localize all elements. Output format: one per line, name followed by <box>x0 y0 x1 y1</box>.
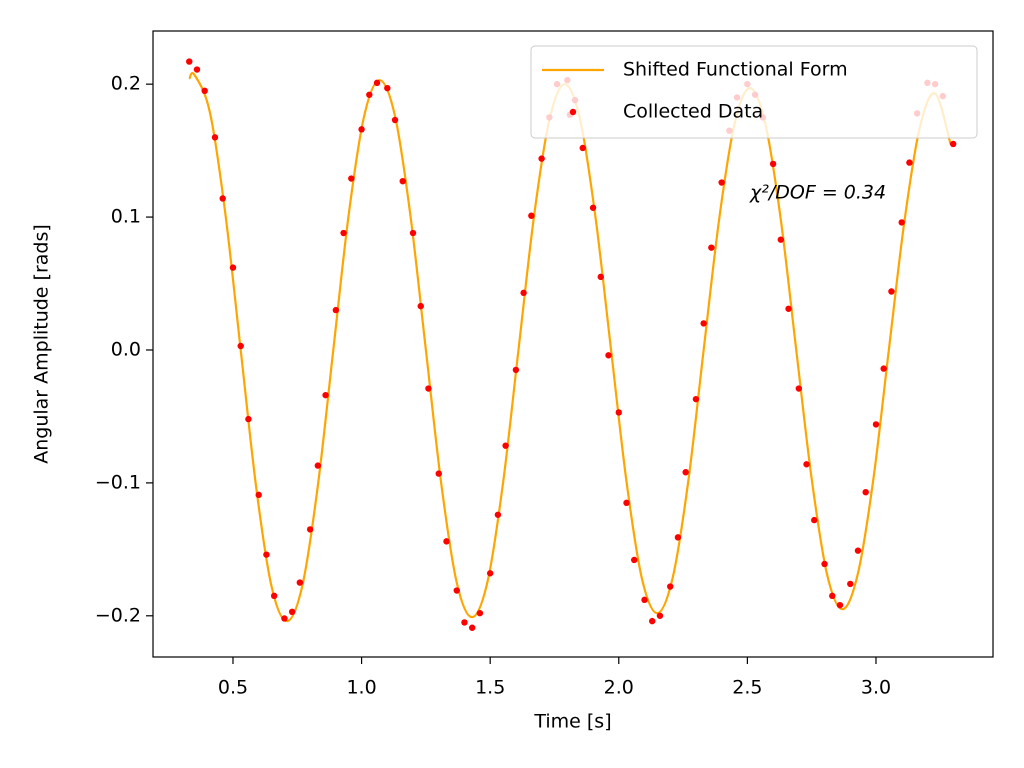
data-point <box>682 469 689 476</box>
data-point <box>409 229 417 237</box>
legend-box <box>530 45 978 139</box>
data-point <box>486 570 494 577</box>
x-tick-label: 1.5 <box>475 677 505 699</box>
x-tick-label: 1.0 <box>346 677 376 699</box>
data-point <box>229 264 237 271</box>
data-point <box>528 212 535 219</box>
data-point <box>795 385 803 392</box>
data-point <box>589 204 597 211</box>
data-point <box>520 289 527 297</box>
data-point <box>443 538 450 545</box>
data-point <box>949 140 957 148</box>
data-point <box>538 155 545 162</box>
data-point <box>201 87 208 95</box>
data-point <box>237 342 244 350</box>
x-tick-label: 2.0 <box>604 677 634 699</box>
data-point <box>597 273 604 281</box>
x-tick-label: 0.5 <box>218 677 248 699</box>
data-point <box>708 244 715 251</box>
y-tick-label: 0.2 <box>111 73 141 95</box>
y-tick-label: 0.0 <box>111 338 141 360</box>
data-point <box>854 547 862 554</box>
data-point <box>906 159 913 166</box>
data-point <box>700 320 707 327</box>
data-point <box>435 470 442 477</box>
data-point <box>296 579 304 586</box>
data-point <box>453 587 460 594</box>
data-point <box>288 608 296 616</box>
data-point <box>656 612 664 619</box>
data-point <box>888 288 895 295</box>
y-tick-label: −0.1 <box>95 471 141 493</box>
data-point <box>829 592 836 600</box>
data-point <box>692 395 700 403</box>
data-point <box>667 583 674 590</box>
y-axis-label: Angular Amplitude [rads] <box>31 224 53 464</box>
data-point <box>718 179 725 186</box>
data-point <box>263 551 270 558</box>
data-point <box>847 580 854 588</box>
data-point <box>769 160 777 168</box>
data-point <box>306 526 314 533</box>
data-point <box>384 84 391 92</box>
data-point <box>468 624 476 631</box>
data-point <box>332 306 340 314</box>
data-point <box>476 609 484 617</box>
data-point <box>777 236 785 243</box>
data-point <box>366 91 373 98</box>
data-point <box>373 79 381 87</box>
data-point <box>512 366 520 374</box>
x-tick-label: 2.5 <box>732 677 762 699</box>
data-point <box>461 619 468 626</box>
data-point <box>811 516 818 524</box>
data-point <box>391 116 399 124</box>
legend-label: Collected Data <box>623 101 763 123</box>
data-point <box>255 491 262 499</box>
data-point <box>623 499 630 507</box>
legend-marker <box>569 108 577 116</box>
data-point <box>862 488 869 496</box>
data-point <box>674 534 682 541</box>
data-point <box>579 144 586 152</box>
x-axis-label: Time [s] <box>533 711 611 733</box>
annotation: χ²/DOF = 0.34 <box>749 182 886 204</box>
data-point <box>281 615 288 622</box>
x-tick-label: 3.0 <box>861 677 891 699</box>
data-point <box>836 601 844 609</box>
data-point <box>340 229 347 237</box>
data-point <box>605 352 612 359</box>
fit-line <box>188 71 952 623</box>
data-point <box>322 391 329 399</box>
legend-label: Shifted Functional Form <box>623 59 848 81</box>
data-point <box>348 175 355 182</box>
data-point <box>193 66 201 73</box>
data-point <box>494 511 502 518</box>
data-point <box>502 442 509 449</box>
data-point <box>803 461 810 468</box>
data-point <box>785 305 792 312</box>
data-point <box>358 126 365 133</box>
data-point <box>641 596 648 604</box>
data-point <box>872 421 880 428</box>
data-point <box>314 462 322 469</box>
data-point <box>417 302 424 310</box>
data-point <box>898 219 905 226</box>
data-point <box>631 556 638 564</box>
data-point <box>211 134 219 141</box>
data-point <box>219 195 226 202</box>
data-point <box>649 617 656 625</box>
plot-frame <box>152 30 994 658</box>
y-tick-label: 0.1 <box>111 206 141 228</box>
data-point <box>821 560 828 568</box>
data-point <box>425 385 432 392</box>
y-tick-label: −0.2 <box>95 604 141 626</box>
data-point <box>270 592 278 600</box>
data-point <box>399 177 406 185</box>
data-point <box>186 58 193 65</box>
data-point <box>615 409 622 416</box>
data-point <box>245 415 252 423</box>
data-point <box>880 365 887 372</box>
